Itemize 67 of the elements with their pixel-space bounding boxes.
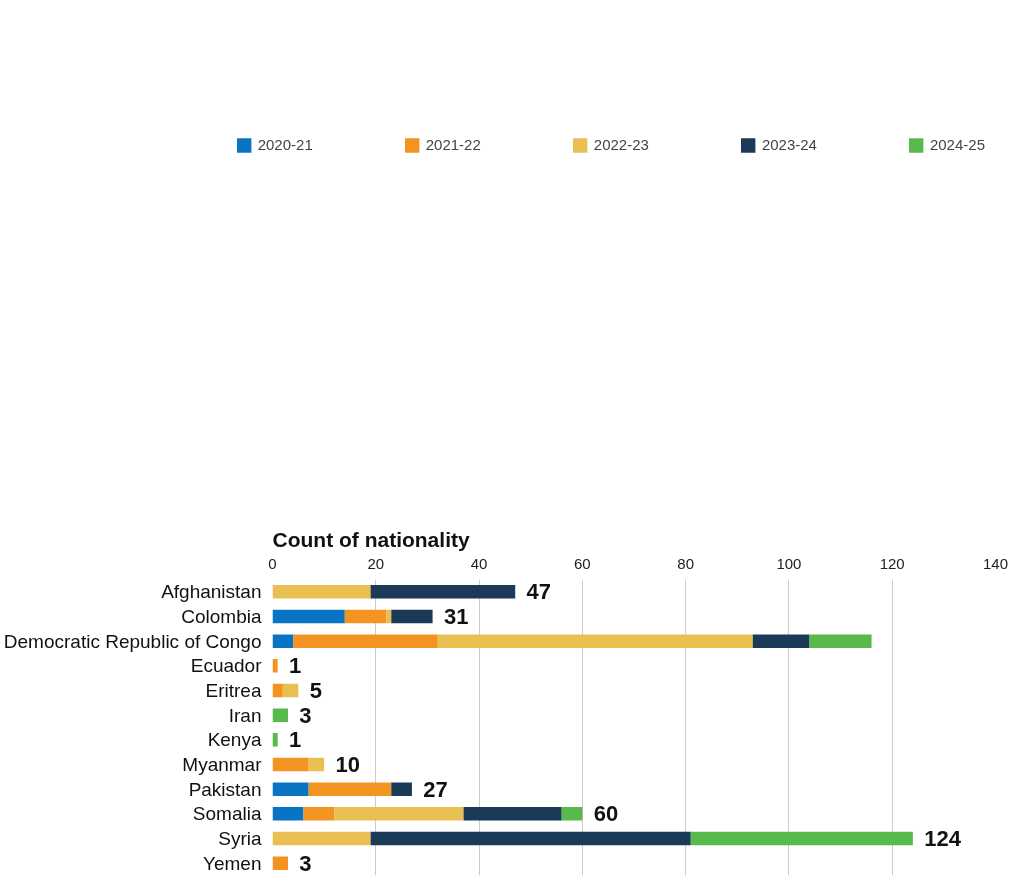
bar bbox=[272, 831, 371, 846]
bar bbox=[293, 634, 438, 648]
total-label: 5 bbox=[309, 678, 322, 703]
x-tick-label: 100 bbox=[776, 554, 802, 572]
bar bbox=[334, 807, 464, 821]
bar bbox=[752, 634, 810, 648]
y-tick-label: Yemen bbox=[203, 852, 262, 874]
x-tick-label: 140 bbox=[982, 554, 1009, 572]
y-tick-label: Syria bbox=[218, 828, 262, 849]
bar bbox=[308, 782, 392, 796]
bar bbox=[272, 634, 294, 648]
bar bbox=[282, 683, 299, 698]
bar bbox=[272, 609, 345, 624]
y-tick-label: Somalia bbox=[192, 803, 262, 825]
bar bbox=[303, 807, 335, 821]
y-tick-label: Myanmar bbox=[182, 754, 263, 775]
bar bbox=[463, 807, 562, 821]
bar bbox=[272, 708, 288, 722]
bar bbox=[370, 585, 516, 599]
total-label: 47 bbox=[526, 579, 552, 605]
legend-label: 2020-21 bbox=[257, 136, 313, 153]
legend-label: 2023-24 bbox=[761, 136, 817, 153]
bar bbox=[272, 733, 278, 747]
bar bbox=[272, 585, 371, 599]
legend-label: 2021-22 bbox=[425, 136, 481, 153]
y-tick-label: Iran bbox=[228, 704, 262, 726]
x-tick-label: 120 bbox=[879, 554, 905, 572]
bar bbox=[690, 831, 913, 846]
legend-label: 2022-23 bbox=[593, 136, 649, 153]
bar bbox=[386, 609, 392, 624]
total-label: 31 bbox=[443, 604, 469, 629]
x-tick-label: 20 bbox=[367, 554, 385, 572]
bar bbox=[391, 609, 433, 624]
y-tick-label: Colombia bbox=[181, 606, 262, 627]
x-tick-label: 80 bbox=[677, 554, 694, 572]
y-tick-label: Eritrea bbox=[205, 680, 262, 701]
bar bbox=[272, 659, 278, 673]
bar bbox=[308, 757, 325, 772]
y-tick-label: Democratic Republic of Congo bbox=[3, 630, 262, 652]
bar bbox=[272, 807, 304, 821]
bar bbox=[272, 683, 283, 698]
total-label: 27 bbox=[423, 776, 448, 802]
x-tick-label: 60 bbox=[574, 554, 591, 572]
y-axis-title: Count of nationality bbox=[272, 527, 470, 551]
bar bbox=[437, 634, 753, 648]
total-label: 124 bbox=[924, 826, 962, 851]
total-label: 10 bbox=[335, 752, 360, 777]
y-tick-label: Kenya bbox=[207, 729, 262, 751]
bar bbox=[809, 634, 872, 648]
total-label: 60 bbox=[593, 801, 619, 827]
bar bbox=[391, 782, 412, 796]
total-label: 3 bbox=[299, 702, 312, 728]
x-tick-label: 40 bbox=[470, 554, 488, 572]
y-tick-label: Ecuador bbox=[190, 655, 263, 677]
x-tick-label: 0 bbox=[268, 554, 277, 572]
legend-label: 2024-25 bbox=[929, 136, 985, 153]
bar bbox=[370, 831, 691, 846]
bar bbox=[561, 807, 583, 821]
total-label: 1 bbox=[289, 653, 302, 679]
bar bbox=[272, 782, 309, 796]
total-label: 3 bbox=[299, 850, 312, 876]
y-tick-label: Pakistan bbox=[188, 778, 262, 800]
bar bbox=[344, 609, 387, 624]
total-label: 1 bbox=[289, 727, 302, 753]
bar bbox=[272, 856, 288, 870]
bar bbox=[272, 757, 309, 772]
y-tick-label: Afghanistan bbox=[161, 581, 262, 603]
